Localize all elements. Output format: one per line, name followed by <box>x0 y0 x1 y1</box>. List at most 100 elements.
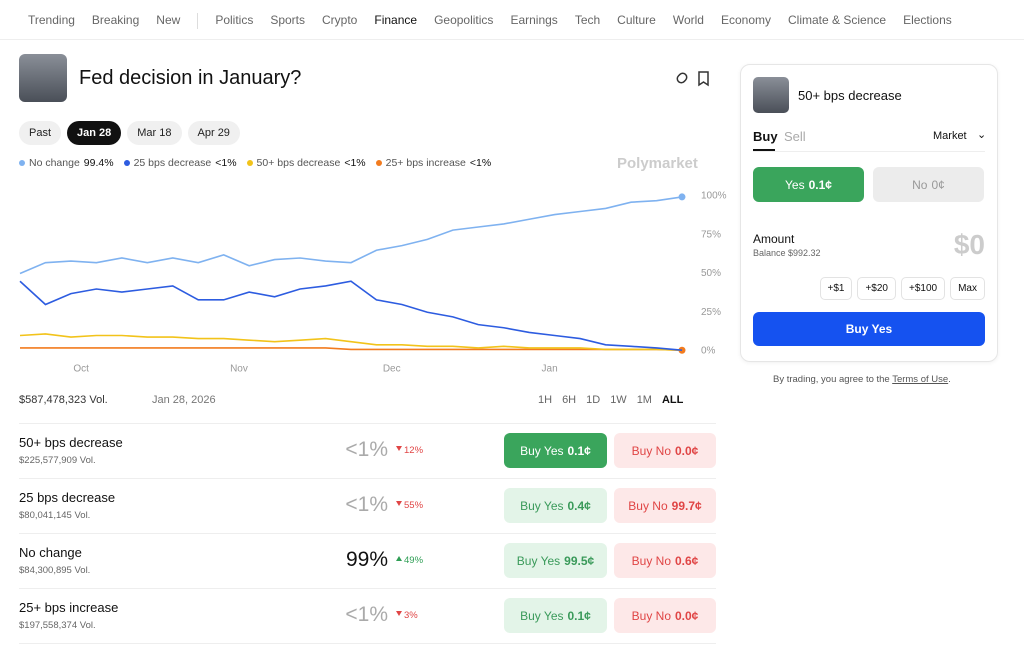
x-tick-label: Dec <box>383 364 401 375</box>
outcome-change: 12% <box>404 445 424 456</box>
outcome-probability: <1% <box>345 603 388 626</box>
increment-button[interactable]: Max <box>950 277 985 300</box>
outcome-change: 49% <box>404 555 424 566</box>
legend-swatch <box>19 160 25 166</box>
nav-item[interactable]: Finance <box>374 13 418 27</box>
nav-item[interactable]: Earnings <box>510 13 558 27</box>
nav-item[interactable]: Breaking <box>91 13 140 27</box>
buy-no-button[interactable]: Buy No 99.7¢ <box>614 488 716 523</box>
series-line <box>19 196 683 275</box>
increment-button[interactable]: +$1 <box>819 277 853 300</box>
nav-item[interactable]: Geopolitics <box>434 13 494 27</box>
range-option[interactable]: 1H <box>538 394 553 406</box>
nav-item[interactable]: New <box>156 13 181 27</box>
order-type[interactable]: Market <box>933 130 967 142</box>
buy-yes-button[interactable]: Buy Yes 0.1¢ <box>504 433 607 468</box>
outcome-probability: <1% <box>345 438 388 461</box>
range-option[interactable]: 1D <box>586 394 601 406</box>
legend-entry: 50+ bps decrease <1% <box>246 157 366 169</box>
yes-outcome[interactable]: Yes 0.1¢ <box>753 167 864 202</box>
increment-button[interactable]: +$100 <box>901 277 946 300</box>
date-tab[interactable]: Mar 18 <box>127 121 182 145</box>
legend-swatch <box>375 160 382 166</box>
nav-item[interactable]: World <box>672 13 704 27</box>
bookmark-icon[interactable] <box>698 71 709 87</box>
range-option[interactable]: 1M <box>636 394 652 406</box>
legend-entry: No change 99.4% <box>19 157 114 169</box>
nav-item[interactable]: Sports <box>270 13 306 27</box>
buy-yes-button[interactable]: Buy Yes 0.4¢ <box>504 488 607 523</box>
y-tick-label: 0% <box>701 346 716 357</box>
yes-price: 0.1¢ <box>808 177 832 192</box>
series-line <box>19 280 683 352</box>
nav-item[interactable]: Politics <box>215 13 254 27</box>
nav-bar: Trending Breaking New Politics Sports Crypto F… <box>28 13 952 29</box>
nav-separator <box>197 13 199 29</box>
increment-button[interactable]: +$20 <box>857 277 896 300</box>
tab-underline <box>753 149 775 151</box>
panel-title: 50+ bps decrease <box>798 88 902 103</box>
disclaimer: By trading, you agree to the Terms of Us… <box>773 374 951 385</box>
legend-name: 25 bps decrease <box>133 157 212 169</box>
nav-item[interactable]: Trending <box>28 13 75 27</box>
nav-item[interactable]: Economy <box>720 13 772 27</box>
buy-yes-button[interactable]: Buy Yes 0.1¢ <box>504 598 607 633</box>
y-tick-label: 100% <box>701 191 727 202</box>
buy-no-button[interactable]: Buy No 0.0¢ <box>614 598 716 633</box>
sell-tab[interactable]: Sell <box>784 129 806 144</box>
outcome-volume: $225,577,909 Vol. <box>19 455 96 466</box>
increment-buttons: +$1 +$20 +$100 Max <box>819 277 985 300</box>
outcome-probability: 99% <box>345 548 388 571</box>
trend-arrow <box>396 501 402 506</box>
disclaimer-text: By trading, you agree to the <box>773 374 890 385</box>
legend-swatch <box>123 160 130 166</box>
x-tick-label: Oct <box>73 364 89 375</box>
market-title: Fed decision in January? <box>79 67 302 89</box>
legend-name: 50+ bps decrease <box>256 157 341 169</box>
terms-link[interactable]: Terms of Use <box>892 374 949 385</box>
legend-entry: 25+ bps increase <1% <box>375 157 491 169</box>
row-divider <box>19 423 716 424</box>
range-option[interactable]: 1W <box>610 394 627 406</box>
no-outcome[interactable]: No 0¢ <box>873 167 984 202</box>
date-tab[interactable]: Jan 28 <box>67 121 122 145</box>
trade-panel: 50+ bps decrease Buy Sell Market ⌄ Yes 0.… <box>740 64 998 362</box>
buy-no-label: Buy No <box>631 608 671 623</box>
legend-value: 99.4% <box>83 157 114 169</box>
buy-yes-price: 0.1¢ <box>567 608 591 623</box>
y-tick-label: 25% <box>701 307 721 318</box>
outcome-name: 25 bps decrease <box>19 490 116 505</box>
outcome-volume: $197,558,374 Vol. <box>19 620 96 631</box>
nav-item[interactable]: Climate & Science <box>788 13 887 27</box>
header-icons <box>676 71 709 87</box>
legend-swatch <box>246 160 253 166</box>
buy-yes-button[interactable]: Buy Yes 99.5¢ <box>504 543 607 578</box>
amount-input[interactable]: $0 <box>953 229 985 260</box>
submit-button[interactable]: Buy Yes <box>753 312 985 346</box>
x-tick-label: Nov <box>230 364 248 375</box>
date-tab[interactable]: Past <box>19 121 62 145</box>
range-option[interactable]: 6H <box>562 394 577 406</box>
legend: No change 99.4% 25 bps decrease <1% 50+ bps … <box>19 157 491 169</box>
legend-value: <1% <box>344 157 366 169</box>
outcome-change: 55% <box>404 500 424 511</box>
y-tick-label: 75% <box>701 229 721 240</box>
buy-no-button[interactable]: Buy No 0.6¢ <box>614 543 716 578</box>
row-divider <box>19 533 716 534</box>
buy-tab[interactable]: Buy <box>753 129 778 144</box>
nav-divider <box>0 39 1024 40</box>
link-icon[interactable] <box>676 72 689 85</box>
nav-item[interactable]: Elections <box>903 13 952 27</box>
nav-item[interactable]: Culture <box>617 13 656 27</box>
trend-arrow <box>396 611 402 616</box>
buy-no-button[interactable]: Buy No 0.0¢ <box>614 433 716 468</box>
buy-no-price: 0.6¢ <box>675 553 699 568</box>
nav-item[interactable]: Crypto <box>322 13 358 27</box>
row-divider <box>19 588 716 589</box>
range-option[interactable]: ALL <box>661 394 684 406</box>
date-tab[interactable]: Apr 29 <box>187 121 240 145</box>
legend-value: <1% <box>215 157 237 169</box>
end-date: Jan 28, 2026 <box>152 394 216 406</box>
nav-item[interactable]: Tech <box>574 13 601 27</box>
